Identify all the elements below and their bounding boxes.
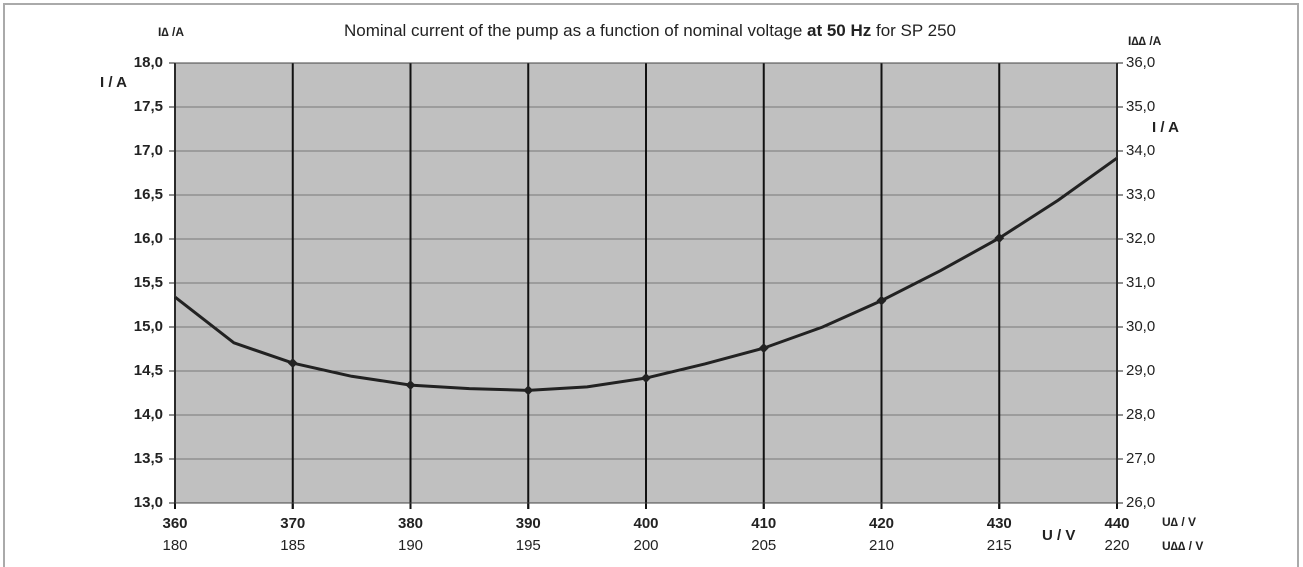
y-tick-label: 15,5 (134, 274, 163, 291)
y2-tick-label: 27,0 (1126, 450, 1155, 467)
x-tick-label: 390 (516, 515, 541, 532)
x-axis-label-right: U∆ / V (1162, 515, 1196, 529)
y2-tick-label: 34,0 (1126, 142, 1155, 159)
x2-tick-label: 210 (869, 537, 894, 554)
y2-axis-label-top: I∆∆ /A (1128, 34, 1162, 48)
x-tick-label: 440 (1104, 515, 1129, 532)
point (641, 373, 651, 383)
y2-tick-label: 26,0 (1126, 494, 1155, 511)
x2-tick-label: 200 (633, 537, 658, 554)
x-axis-label: U / V (1042, 527, 1075, 544)
x-tick-label: 430 (987, 515, 1012, 532)
x2-tick-label: 190 (398, 537, 423, 554)
point (523, 385, 534, 396)
x-tick-label: 360 (162, 515, 187, 532)
y-tick-label: 16,5 (134, 186, 163, 203)
x-tick-label: 370 (280, 515, 305, 532)
y2-tick-label: 32,0 (1126, 230, 1155, 247)
y2-tick-label: 36,0 (1126, 54, 1155, 71)
x2-tick-label: 180 (162, 537, 187, 554)
y2-axis-label: I / A (1152, 119, 1179, 136)
y-tick-label: 17,5 (134, 98, 163, 115)
y-tick-label: 18,0 (134, 54, 163, 71)
point (876, 295, 887, 306)
y-tick-label: 16,0 (134, 230, 163, 247)
y-tick-label: 15,0 (134, 318, 163, 335)
y2-tick-label: 29,0 (1126, 362, 1155, 379)
point (287, 358, 298, 369)
x2-axis-label-right: U∆∆ / V (1162, 539, 1203, 553)
title-part: Nominal current of the pump as a functio… (344, 21, 807, 40)
x2-tick-label: 220 (1104, 537, 1129, 554)
y-tick-label: 13,0 (134, 494, 163, 511)
x-tick-label: 380 (398, 515, 423, 532)
point (405, 380, 416, 391)
frame (3, 3, 1299, 567)
point (994, 233, 1005, 244)
x2-tick-label: 195 (516, 537, 541, 554)
title-part: at 50 Hz (807, 21, 871, 40)
y2-tick-label: 30,0 (1126, 318, 1155, 335)
x-tick-label: 400 (633, 515, 658, 532)
chart-title: Nominal current of the pump as a functio… (344, 21, 956, 40)
point (758, 343, 769, 354)
x-tick-label: 420 (869, 515, 894, 532)
y-tick-label: 14,0 (134, 406, 163, 423)
x2-tick-label: 185 (280, 537, 305, 554)
y2-tick-label: 31,0 (1126, 274, 1155, 291)
x-tick-label: 410 (751, 515, 776, 532)
x2-tick-label: 215 (987, 537, 1012, 554)
title-part: for SP 250 (871, 21, 956, 40)
y-axis-label: I / A (100, 74, 127, 91)
y2-tick-label: 33,0 (1126, 186, 1155, 203)
y2-tick-label: 28,0 (1126, 406, 1155, 423)
x2-tick-label: 205 (751, 537, 776, 554)
y-tick-label: 17,0 (134, 142, 163, 159)
plot-border (174, 62, 1118, 504)
y2-tick-label: 35,0 (1126, 98, 1155, 115)
y-tick-label: 13,5 (134, 450, 163, 467)
y-axis-label-top: I∆ /A (158, 25, 184, 39)
y-tick-label: 14,5 (134, 362, 163, 379)
